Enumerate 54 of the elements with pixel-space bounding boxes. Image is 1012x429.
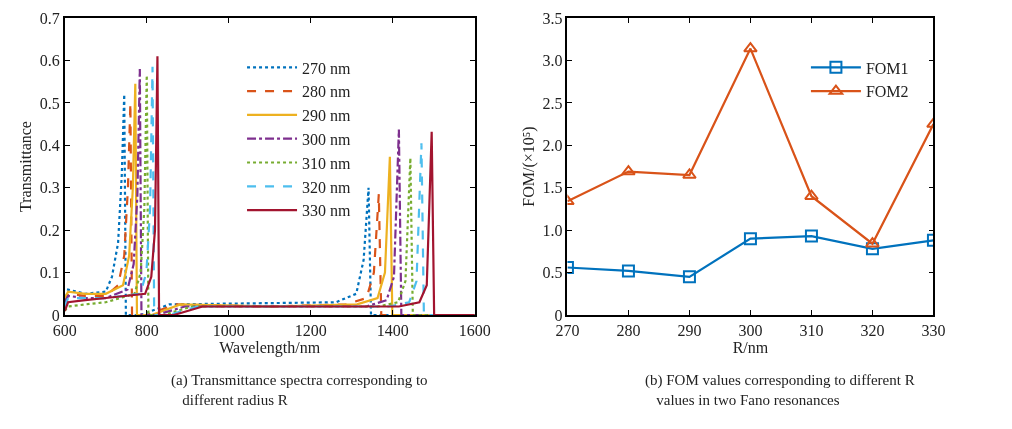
point <box>804 229 818 243</box>
y-tick-label: 2.0 <box>542 136 563 154</box>
text: (b) FOM values corresponding to different R values in two Fano resonances <box>645 372 915 408</box>
x-tick-label: 1000 <box>212 321 245 339</box>
y-tick-label: 1.5 <box>542 179 563 197</box>
x-tick-label: 1400 <box>376 321 409 339</box>
y-axis-title: FOM/(×10⁵) <box>519 126 538 207</box>
y-tick-label: 2.5 <box>542 94 563 112</box>
x-tick-label: 290 <box>677 321 702 339</box>
legend-label: FOM1 <box>865 59 909 77</box>
x-tick-label: 270 <box>555 321 580 339</box>
y-tick-label: 0 <box>51 306 60 324</box>
legend-label: 320 nm <box>302 178 352 196</box>
y-tick-label: 0.2 <box>39 221 60 239</box>
x-tick-label: 280 <box>616 321 641 339</box>
x-axis-title: R/nm <box>732 338 769 356</box>
x-tick-label: 300 <box>738 321 763 339</box>
x-tick-label: 1600 <box>458 321 491 339</box>
y-tick-label: 1.0 <box>542 221 563 239</box>
legend-label: 330 nm <box>302 202 352 220</box>
point <box>682 168 697 179</box>
y-tick-label: 0 <box>554 306 563 324</box>
point <box>682 270 696 284</box>
x-tick-label: 600 <box>52 321 77 339</box>
point <box>621 165 636 176</box>
y-tick-label: 0.5 <box>542 264 563 282</box>
y-tick-label: 0.4 <box>39 136 60 154</box>
point <box>743 42 758 53</box>
point <box>804 189 819 200</box>
point <box>621 264 635 278</box>
legend-label: 270 nm <box>302 59 352 77</box>
y-tick-label: 0.1 <box>39 264 60 282</box>
x-tick-label: 330 <box>921 321 946 339</box>
text: (a) Transmittance spectra corresponding to different radius R <box>171 372 428 408</box>
legend-label: FOM2 <box>865 83 909 101</box>
legend-label: 280 nm <box>302 83 352 101</box>
legend-label: 290 nm <box>302 107 352 125</box>
x-axis-title: Wavelength/nm <box>219 338 321 357</box>
point <box>743 232 757 246</box>
point <box>865 242 879 256</box>
x-tick-label: 310 <box>799 321 824 339</box>
point <box>865 237 880 248</box>
y-tick-label: 0.5 <box>39 94 60 112</box>
y-tick-label: 3.0 <box>542 52 563 70</box>
x-tick-label: 320 <box>860 321 885 339</box>
legend-label: 310 nm <box>302 154 352 172</box>
y-axis-title: Transmittance <box>17 121 35 213</box>
y-tick-label: 0.3 <box>39 179 60 197</box>
legend-label: 300 nm <box>302 130 352 148</box>
y-tick-label: 3.5 <box>542 9 563 27</box>
y-tick-label: 0.6 <box>39 52 60 70</box>
x-tick-label: 1200 <box>294 321 327 339</box>
y-tick-label: 0.7 <box>39 9 60 27</box>
x-tick-label: 800 <box>134 321 159 339</box>
